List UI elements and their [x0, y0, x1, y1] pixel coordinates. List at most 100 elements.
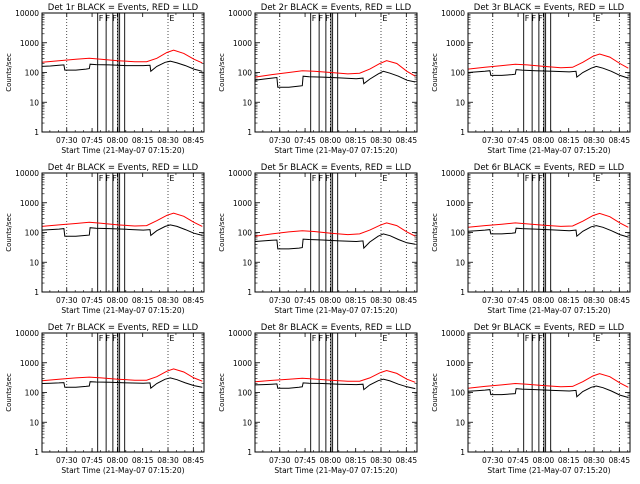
x-tick-label: 08:15: [132, 456, 154, 465]
x-tick-label: 08:15: [132, 136, 154, 145]
y-tick-label: 1: [247, 128, 252, 137]
x-tick-label: 08:30: [583, 296, 605, 305]
interval-box: [538, 12, 545, 133]
plot-frame: [467, 12, 631, 133]
flag-label: F: [325, 14, 330, 23]
interval-box: [112, 172, 119, 293]
chart-svg: Det 1r BLACK = Events, RED = LLD Counts/s…: [5, 3, 205, 155]
interval-box: [97, 12, 107, 133]
flag-label: F: [312, 334, 317, 343]
interval-box: [332, 172, 339, 293]
interval-box: [332, 332, 339, 453]
flag-label: F: [106, 334, 111, 343]
x-tick-label: 08:00: [107, 456, 129, 465]
interval-box: [310, 332, 320, 453]
y-tick-label: 10000: [228, 329, 252, 338]
y-tick-label: 1000: [446, 39, 465, 48]
x-axis-label: Start Time (21-May-07 07:15:20): [487, 306, 610, 315]
x-tick-label: 07:30: [269, 296, 291, 305]
y-tick-label: 10: [29, 258, 39, 267]
series-line-events: [467, 65, 629, 79]
x-tick-label: 07:45: [507, 296, 529, 305]
flag-label: F: [532, 174, 537, 183]
y-tick-label: 1000: [20, 39, 39, 48]
x-tick-label: 08:45: [183, 296, 205, 305]
x-tick-label: 08:30: [370, 136, 392, 145]
y-tick-label: 100: [25, 389, 40, 398]
interval-box: [119, 172, 126, 293]
x-tick-label: 08:00: [107, 296, 129, 305]
flag-label: F: [99, 334, 104, 343]
y-tick-label: 10: [242, 258, 252, 267]
flag-label: F: [112, 14, 117, 23]
chart-panel-8: Det 8r BLACK = Events, RED = LLD Counts/s…: [213, 320, 426, 480]
x-axis-label: Start Time (21-May-07 07:15:20): [487, 466, 610, 475]
y-axis-label: Counts/sec: [5, 373, 13, 412]
chart-title: Det 8r BLACK = Events, RED = LLD: [261, 323, 412, 333]
y-axis-label: Counts/sec: [431, 213, 439, 252]
plot-frame: [41, 332, 205, 453]
flag-label: F: [325, 334, 330, 343]
plot-frame: [254, 332, 418, 453]
plot-frame: [254, 12, 418, 133]
interval-box: [112, 12, 119, 133]
x-tick-label: 07:30: [56, 456, 78, 465]
y-tick-label: 1: [34, 288, 39, 297]
series-line-events: [41, 224, 203, 237]
x-tick-label: 07:30: [56, 296, 78, 305]
y-tick-label: 1000: [20, 199, 39, 208]
x-tick-label: 08:15: [558, 456, 580, 465]
x-tick-label: 08:45: [183, 136, 205, 145]
y-tick-label: 1000: [233, 39, 252, 48]
chart-panel-1: Det 1r BLACK = Events, RED = LLD Counts/s…: [0, 0, 213, 160]
y-tick-label: 100: [238, 69, 253, 78]
series-line-lld: [254, 369, 416, 383]
flag-label: F: [525, 174, 530, 183]
y-tick-label: 10: [29, 418, 39, 427]
series-line-lld: [467, 53, 629, 70]
x-axis-label: Start Time (21-May-07 07:15:20): [274, 306, 397, 315]
interval-box: [545, 172, 552, 293]
chart-panel-6: Det 6r BLACK = Events, RED = LLD Counts/s…: [426, 160, 639, 320]
chart-title: Det 2r BLACK = Events, RED = LLD: [261, 3, 412, 13]
x-tick-label: 08:30: [370, 456, 392, 465]
x-axis-label: Start Time (21-May-07 07:15:20): [487, 146, 610, 155]
chart-svg: Det 6r BLACK = Events, RED = LLD Counts/s…: [431, 163, 631, 315]
x-tick-label: 07:30: [482, 456, 504, 465]
x-tick-label: 07:30: [482, 296, 504, 305]
series-line-lld: [467, 212, 629, 228]
chart-svg: Det 2r BLACK = Events, RED = LLD Counts/s…: [218, 3, 418, 155]
interval-box: [545, 12, 552, 133]
x-tick-label: 08:30: [157, 456, 179, 465]
chart-title: Det 1r BLACK = Events, RED = LLD: [48, 3, 199, 13]
flag-label: F: [312, 14, 317, 23]
x-tick-label: 07:45: [294, 136, 316, 145]
x-axis-label: Start Time (21-May-07 07:15:20): [61, 306, 184, 315]
flag-label: E: [169, 14, 174, 23]
x-tick-label: 07:45: [507, 456, 529, 465]
x-tick-label: 08:00: [320, 456, 342, 465]
series-line-lld: [41, 368, 203, 382]
plot-frame: [467, 172, 631, 293]
y-tick-label: 10: [455, 98, 465, 107]
y-tick-label: 10000: [441, 329, 465, 338]
y-axis-label: Counts/sec: [218, 53, 226, 92]
x-tick-label: 08:00: [320, 296, 342, 305]
x-tick-label: 08:15: [558, 136, 580, 145]
flag-label: F: [106, 174, 111, 183]
plot-frame: [467, 332, 631, 453]
x-tick-label: 07:45: [507, 136, 529, 145]
interval-box: [97, 332, 107, 453]
flag-label: F: [99, 14, 104, 23]
x-tick-label: 08:15: [345, 456, 367, 465]
chart-title: Det 6r BLACK = Events, RED = LLD: [474, 163, 625, 173]
x-tick-label: 08:00: [533, 296, 555, 305]
x-tick-label: 08:45: [396, 296, 418, 305]
x-axis-label: Start Time (21-May-07 07:15:20): [61, 466, 184, 475]
y-tick-label: 1000: [446, 359, 465, 368]
y-tick-label: 1: [247, 288, 252, 297]
x-tick-label: 08:00: [533, 136, 555, 145]
chart-svg: Det 8r BLACK = Events, RED = LLD Counts/s…: [218, 323, 418, 475]
interval-box: [538, 172, 545, 293]
y-tick-label: 1: [34, 448, 39, 457]
